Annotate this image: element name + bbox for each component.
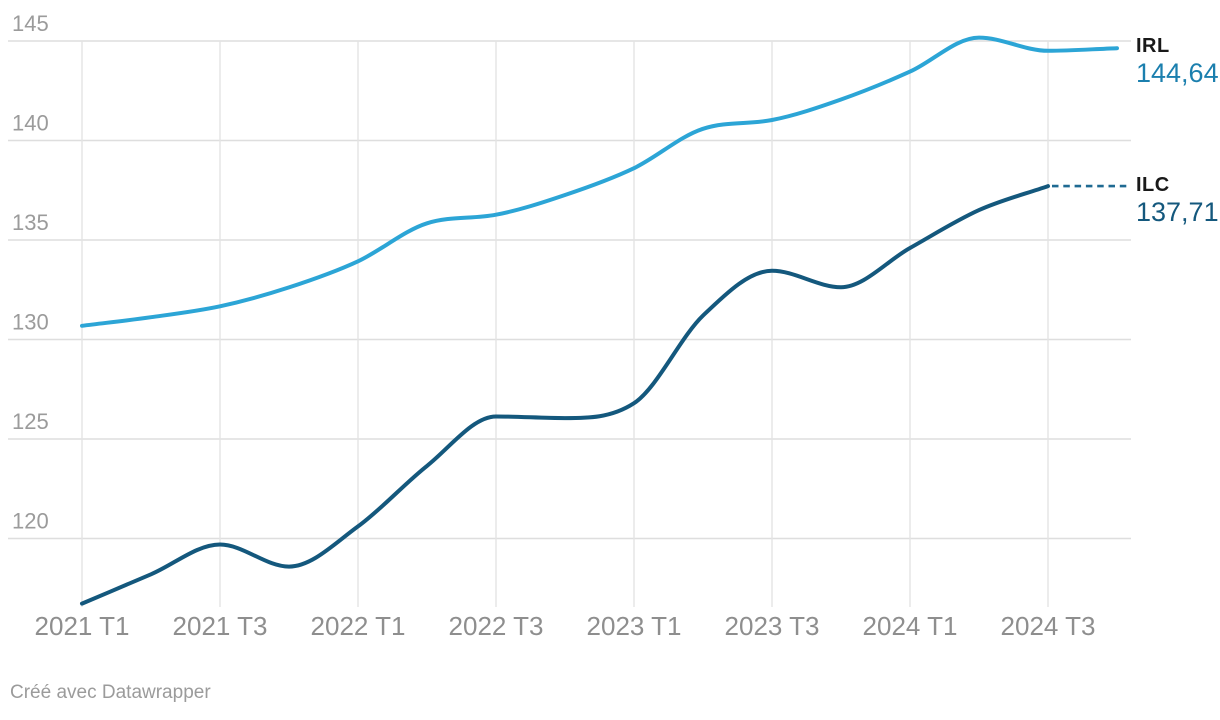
x-tick-label: 2022 T3 [449,611,544,641]
y-tick-label: 120 [12,509,49,534]
y-tick-label: 135 [12,210,49,235]
x-tick-label: 2022 T1 [311,611,406,641]
y-tick-label: 145 [12,11,49,36]
series-last-value-ilc: 137,71 [1136,197,1219,227]
x-tick-label: 2024 T1 [863,611,958,641]
series-name-ilc: ILC [1136,174,1170,196]
y-tick-label: 140 [12,111,49,136]
series-label-ilc: ILC 137,71 [1136,173,1219,227]
x-tick-label: 2023 T1 [587,611,682,641]
x-tick-label: 2021 T1 [35,611,130,641]
x-tick-label: 2023 T3 [725,611,820,641]
x-tick-label: 2024 T3 [1001,611,1096,641]
series-name-irl: IRL [1136,35,1170,57]
series-line-irl [80,35,1119,328]
chart-plot-area: 145 140 135 130 125 120 2021 T1 2021 T3 2022 T1 2… [8,11,1131,641]
x-tick-label: 2021 T3 [173,611,268,641]
y-tick-label: 130 [12,310,49,335]
series-line-ilc [80,184,1050,606]
y-tick-label: 125 [12,409,49,434]
footer-credit[interactable]: Créé avec Datawrapper [10,682,211,703]
series-label-irl: IRL 144,64 [1136,34,1219,88]
series-last-value-irl: 144,64 [1136,58,1219,88]
